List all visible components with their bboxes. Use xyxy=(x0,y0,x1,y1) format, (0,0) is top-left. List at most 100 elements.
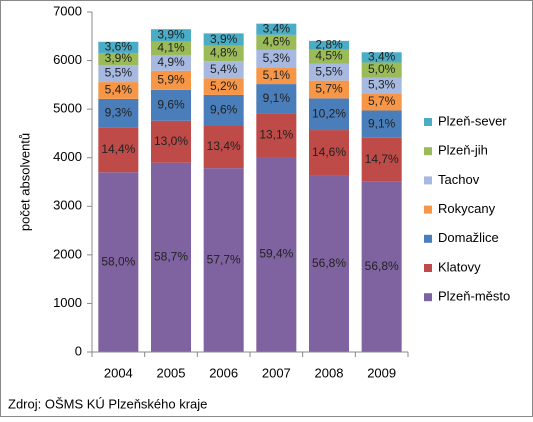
segment-label: 14,4% xyxy=(101,142,135,156)
bar-segment xyxy=(256,156,297,352)
bar-segment xyxy=(150,70,192,90)
segment-label: 3,9% xyxy=(157,28,185,42)
segment-label: 10,2% xyxy=(312,106,346,120)
y-tick-label: 1000 xyxy=(53,295,82,310)
segment-label: 3,4% xyxy=(263,21,291,35)
legend-label: Rokycany xyxy=(438,201,496,216)
segment-label: 5,2% xyxy=(210,79,238,93)
segment-label: 4,8% xyxy=(210,46,238,60)
segment-label: 57,7% xyxy=(207,252,241,266)
bar-segment xyxy=(256,113,297,157)
bar-segment xyxy=(150,120,192,163)
segment-label: 9,1% xyxy=(263,91,291,105)
bar-segment xyxy=(203,61,244,79)
legend-swatch xyxy=(424,118,432,126)
segment-label: 14,6% xyxy=(312,145,346,159)
segment-label: 13,1% xyxy=(259,128,293,142)
segment-label: 58,0% xyxy=(101,254,135,268)
y-tick-label: 3000 xyxy=(53,198,82,213)
segment-label: 5,4% xyxy=(210,62,238,76)
bar-segment xyxy=(98,65,139,83)
segment-label: 14,7% xyxy=(365,152,399,166)
bar-segment xyxy=(256,34,297,50)
segment-label: 59,4% xyxy=(259,247,293,261)
legend-swatch xyxy=(424,234,432,243)
bar-segment xyxy=(150,162,192,352)
segment-label: 3,4% xyxy=(368,50,396,64)
segment-label: 3,6% xyxy=(105,40,133,54)
segment-label: 9,3% xyxy=(105,105,133,119)
y-tick-label: 4000 xyxy=(53,149,82,164)
bar-segment xyxy=(98,98,139,128)
segment-label: 13,0% xyxy=(154,134,188,148)
legend-label: Klatovy xyxy=(438,259,481,274)
x-tick-label: 2004 xyxy=(104,365,133,380)
bar-segment xyxy=(361,137,402,182)
legend-label: Domažlice xyxy=(438,230,499,245)
segment-label: 9,6% xyxy=(210,102,238,116)
segment-label: 56,8% xyxy=(365,259,399,273)
bar-segment xyxy=(308,63,350,81)
segment-label: 5,3% xyxy=(368,78,396,92)
bar-segment xyxy=(150,41,192,55)
bar-segment xyxy=(98,127,139,173)
segment-label: 5,7% xyxy=(315,82,343,96)
segment-label: 5,7% xyxy=(368,94,396,108)
x-tick-label: 2006 xyxy=(209,365,238,380)
bar-segment xyxy=(150,29,192,42)
bar-segment xyxy=(256,67,297,85)
segment-label: 4,6% xyxy=(263,35,291,49)
segment-label: 9,6% xyxy=(157,97,185,111)
bar-segment xyxy=(361,62,402,78)
legend-label: Plzeň-jih xyxy=(438,143,488,158)
segment-label: 2,8% xyxy=(315,37,343,51)
legend-swatch xyxy=(424,264,432,272)
y-tick-label: 2000 xyxy=(53,246,82,261)
segment-label: 56,8% xyxy=(312,256,346,270)
bar-segment xyxy=(361,110,402,138)
segment-label: 5,5% xyxy=(105,66,133,80)
legend-swatch xyxy=(424,293,432,302)
y-tick-label: 6000 xyxy=(53,52,82,67)
bar-segment xyxy=(203,45,244,62)
x-tick-label: 2008 xyxy=(315,365,344,380)
bar-segment xyxy=(256,84,297,114)
segment-label: 3,9% xyxy=(210,32,238,46)
legend-swatch xyxy=(424,147,432,156)
segment-label: 13,4% xyxy=(207,139,241,153)
bar-segment xyxy=(308,40,350,50)
bar-segment xyxy=(150,54,192,71)
bar-segment xyxy=(361,93,402,111)
bar-segment xyxy=(256,49,297,68)
segment-label: 3,9% xyxy=(105,51,133,65)
segment-label: 5,1% xyxy=(263,68,291,82)
bar-segment xyxy=(308,49,350,64)
segment-label: 4,1% xyxy=(157,41,185,55)
bar-segment xyxy=(361,181,402,352)
segment-label: 5,3% xyxy=(263,51,291,65)
bar-segment xyxy=(203,94,244,126)
segment-label: 5,4% xyxy=(105,83,133,97)
legend-swatch xyxy=(424,205,432,214)
bar-segment xyxy=(98,41,139,53)
source-note: Zdroj: OŠMS KÚ Plzeňského kraje xyxy=(8,396,207,411)
x-tick-label: 2005 xyxy=(157,365,186,380)
bar-segment xyxy=(256,23,297,35)
segment-label: 5,5% xyxy=(315,64,343,78)
bar-segment xyxy=(203,33,244,46)
bar-segment xyxy=(150,89,192,121)
segment-label: 5,0% xyxy=(368,62,396,76)
y-tick-label: 7000 xyxy=(53,3,82,18)
bar-segment xyxy=(98,172,139,352)
segment-label: 58,7% xyxy=(154,250,188,264)
segment-label: 4,9% xyxy=(157,55,185,69)
bar-segment xyxy=(308,130,350,176)
legend-label: Tachov xyxy=(438,172,480,187)
bar-segment xyxy=(98,52,139,66)
bar-segment xyxy=(361,77,402,94)
segment-label: 9,1% xyxy=(368,116,396,130)
bar-segment xyxy=(361,52,402,63)
bar-segment xyxy=(308,175,350,352)
